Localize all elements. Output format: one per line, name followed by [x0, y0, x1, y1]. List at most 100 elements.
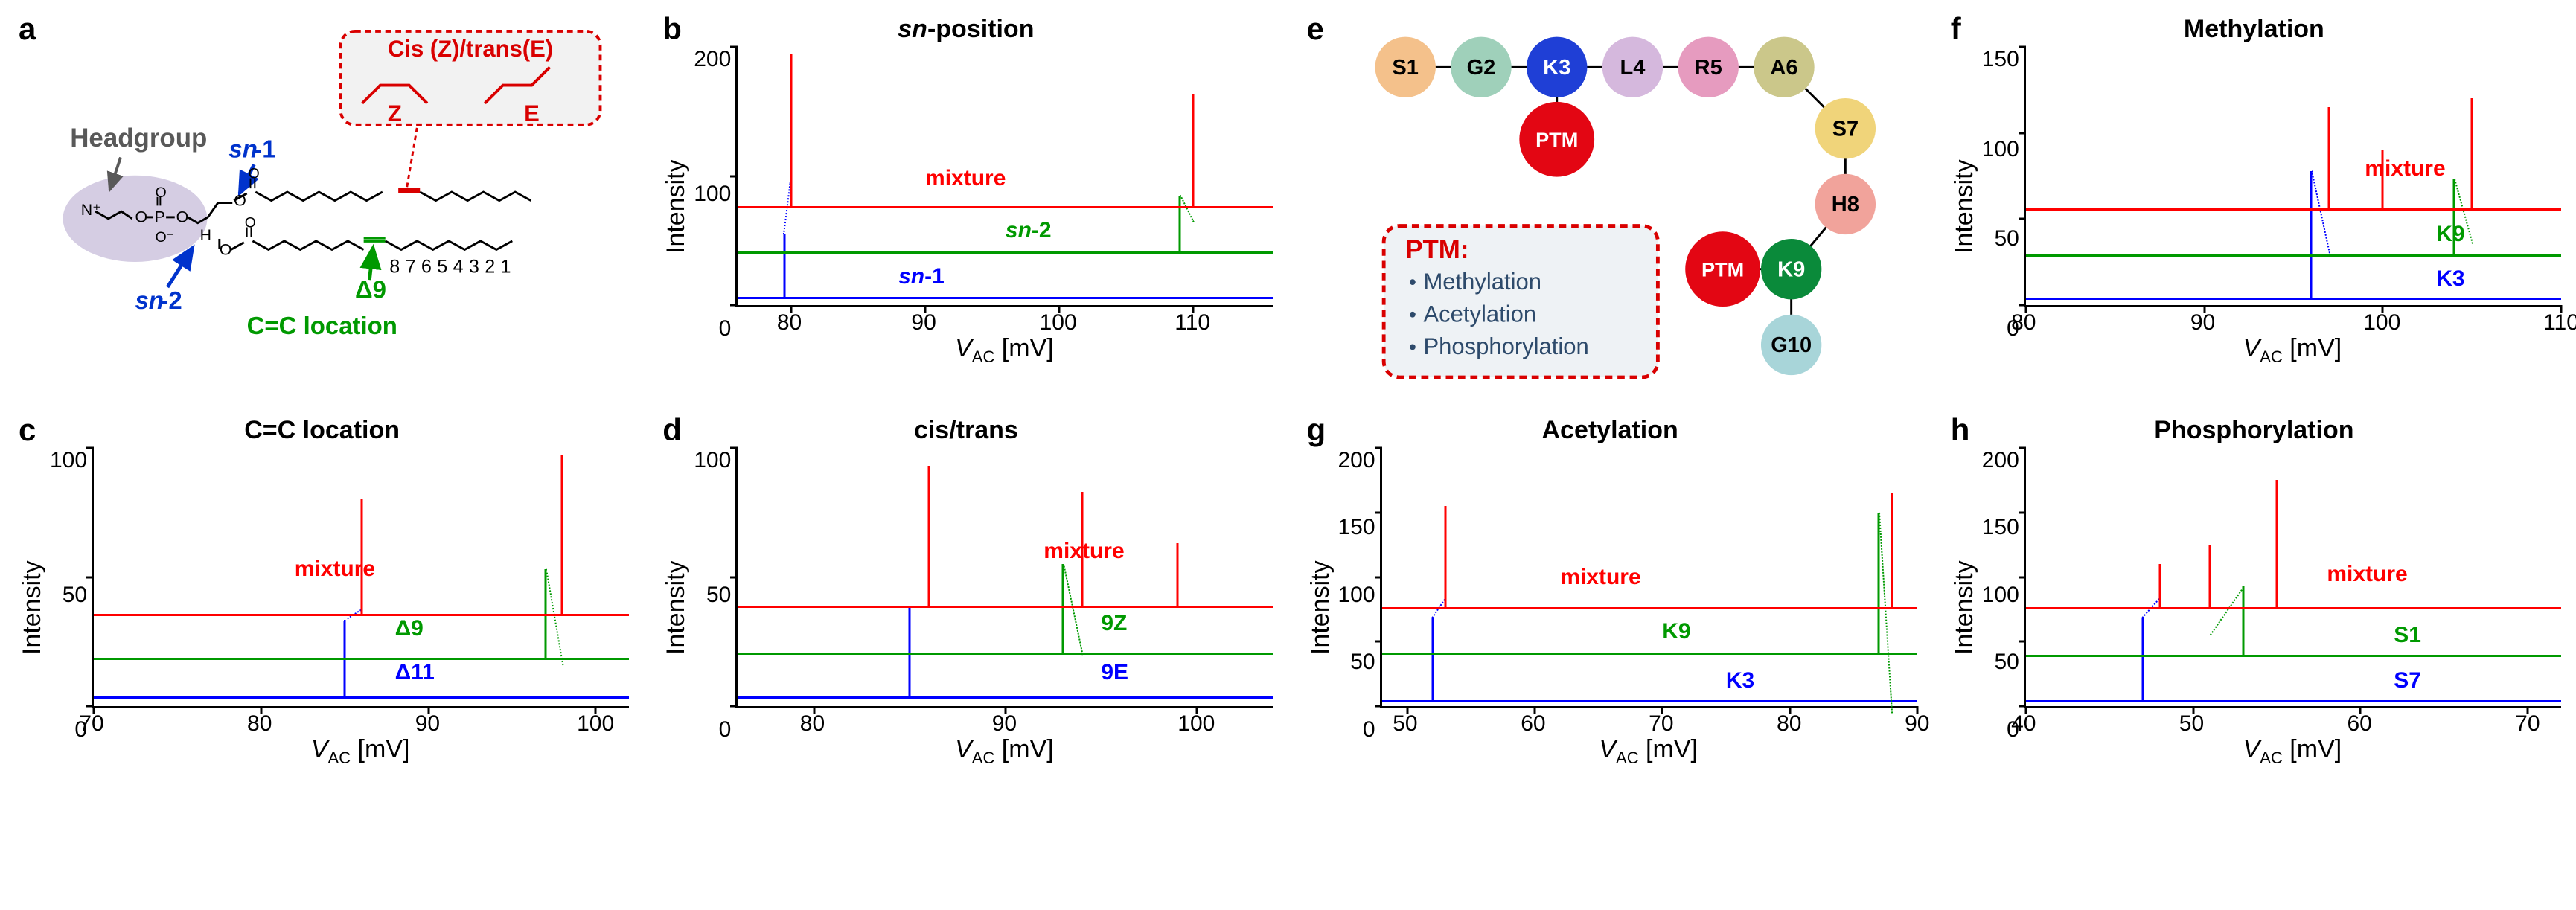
svg-text:P: P — [155, 208, 165, 226]
trace-mixture — [1382, 607, 1917, 609]
lipid-schematic: Headgroup N⁺ O P O O⁻ O H sn -1 — [15, 15, 629, 394]
trace-K3 — [2026, 298, 2561, 300]
peak — [1445, 506, 1447, 609]
trace-label-mixture: mixture — [2327, 562, 2407, 587]
plot-area: S7S1mixture — [2024, 448, 2561, 708]
plot-area: 9E 9Z mixture — [735, 448, 1273, 708]
y-ticks: 200150100500 — [1338, 448, 1380, 768]
svg-text:S7: S7 — [1832, 117, 1859, 141]
chart-title: Acetylation — [1303, 416, 1917, 445]
peak — [1891, 493, 1893, 609]
chart-title: C=C location — [15, 416, 629, 445]
trace-sn-2 — [738, 251, 1273, 254]
plot-area: Δ11Δ9mixture — [92, 448, 629, 708]
peak — [1178, 196, 1180, 254]
svg-text:O: O — [135, 208, 147, 226]
y-axis-label: Intensity — [1303, 448, 1338, 768]
svg-text:Z: Z — [388, 100, 402, 126]
trace-Δ9 — [94, 658, 629, 660]
panel-e: e S1G2K3L4R5A6S7H8K9G10PTMPTM PTM: Methy… — [1303, 15, 1917, 394]
trace-K9 — [1382, 653, 1917, 655]
trace-mixture — [2026, 208, 2561, 211]
trace-Δ11 — [94, 696, 629, 699]
trace-S1 — [2026, 655, 2561, 657]
svg-text:A6: A6 — [1770, 56, 1797, 80]
chart-title: cis/trans — [659, 416, 1273, 445]
svg-text:O: O — [176, 208, 189, 226]
trace-9Z — [738, 653, 1273, 655]
svg-text:2: 2 — [485, 257, 495, 278]
trace-9E — [738, 696, 1273, 699]
svg-text:4: 4 — [453, 257, 464, 278]
svg-text:S1: S1 — [1392, 56, 1419, 80]
peak — [561, 455, 563, 615]
x-ticks: 5060708090 — [1380, 708, 1917, 734]
panel-c: c C=C locationIntensity100500Δ11Δ9mixtur… — [15, 416, 629, 795]
y-axis-label: Intensity — [1947, 47, 1982, 367]
trace-label-mixture: mixture — [1043, 539, 1124, 564]
trace-S7 — [2026, 700, 2561, 702]
peak — [1192, 94, 1194, 208]
y-axis-label: Intensity — [15, 448, 50, 768]
svg-text:O⁻: O⁻ — [156, 229, 174, 246]
peak — [928, 466, 930, 608]
peak — [1061, 564, 1064, 655]
trace-K3 — [1382, 700, 1917, 702]
svg-text:H: H — [200, 226, 211, 244]
peak — [2471, 98, 2473, 210]
plot-area: K3K9mixture — [2024, 47, 2561, 307]
x-ticks: 708090100 — [92, 708, 629, 734]
peak — [344, 621, 346, 699]
trace-label-9Z: 9Z — [1101, 611, 1127, 636]
trace-label-Δ9: Δ9 — [395, 616, 424, 641]
trace-label-mixture: mixture — [2365, 156, 2445, 182]
svg-text:N⁺: N⁺ — [81, 201, 101, 219]
x-axis-label: VAC [mV] — [735, 735, 1273, 768]
svg-text:G10: G10 — [1771, 333, 1812, 357]
svg-text:PTM: PTM — [1701, 257, 1743, 281]
panel-d: d cis/transIntensity1005009E9Zmixture809… — [659, 416, 1273, 795]
trace-label-sn-2: sn-2 — [1006, 218, 1052, 243]
panel-a: a Headgroup N⁺ O P O O⁻ O — [15, 15, 629, 394]
svg-text:8: 8 — [389, 257, 400, 278]
peak — [1432, 618, 1434, 702]
svg-text:Acetylation: Acetylation — [1423, 301, 1536, 327]
trace-sn-1 — [738, 297, 1273, 299]
plot-area: sn-1sn-2mixture — [735, 47, 1273, 307]
x-ticks: 40506070 — [2024, 708, 2561, 734]
panel-label-c: c — [19, 412, 36, 448]
peak — [2142, 618, 2144, 702]
headgroup-text: Headgroup — [70, 124, 207, 153]
y-ticks: 100500 — [694, 448, 735, 768]
panel-label-f: f — [1951, 11, 1961, 47]
svg-text:-2: -2 — [160, 286, 182, 314]
trace-label-K3: K3 — [2436, 266, 2464, 292]
x-ticks: 8090100110 — [735, 307, 1273, 333]
svg-text:O: O — [245, 214, 256, 231]
svg-text:K3: K3 — [1543, 56, 1570, 80]
guide-line — [2210, 586, 2245, 635]
x-ticks: 8090100110 — [2024, 307, 2561, 333]
panel-label-g: g — [1307, 412, 1326, 448]
svg-text:O: O — [156, 185, 167, 201]
figure-grid: a Headgroup N⁺ O P O O⁻ O — [15, 15, 2561, 795]
chart-title: Methylation — [1947, 15, 2561, 44]
sn2-label: sn — [135, 286, 163, 314]
trace-label-9E: 9E — [1101, 660, 1128, 685]
y-ticks: 2001000 — [694, 47, 735, 367]
svg-text:H8: H8 — [1831, 193, 1859, 217]
peak — [790, 54, 793, 208]
panel-g: g AcetylationIntensity200150100500K3K9mi… — [1303, 416, 1917, 795]
chart-title: sn-position — [659, 15, 1273, 44]
trace-label-S1: S1 — [2394, 623, 2421, 648]
peak — [1177, 543, 1179, 608]
trace-label-K3: K3 — [1726, 668, 1754, 693]
cc-location-label: C=C location — [247, 312, 397, 339]
svg-text:3: 3 — [469, 257, 479, 278]
peak — [2209, 545, 2211, 609]
svg-text:-1: -1 — [254, 135, 275, 162]
cistrans-title: Cis (Z)/trans(E) — [388, 36, 553, 62]
svg-text:Phosphorylation: Phosphorylation — [1423, 333, 1588, 359]
peak — [2328, 107, 2330, 211]
trace-label-Δ11: Δ11 — [395, 660, 435, 685]
